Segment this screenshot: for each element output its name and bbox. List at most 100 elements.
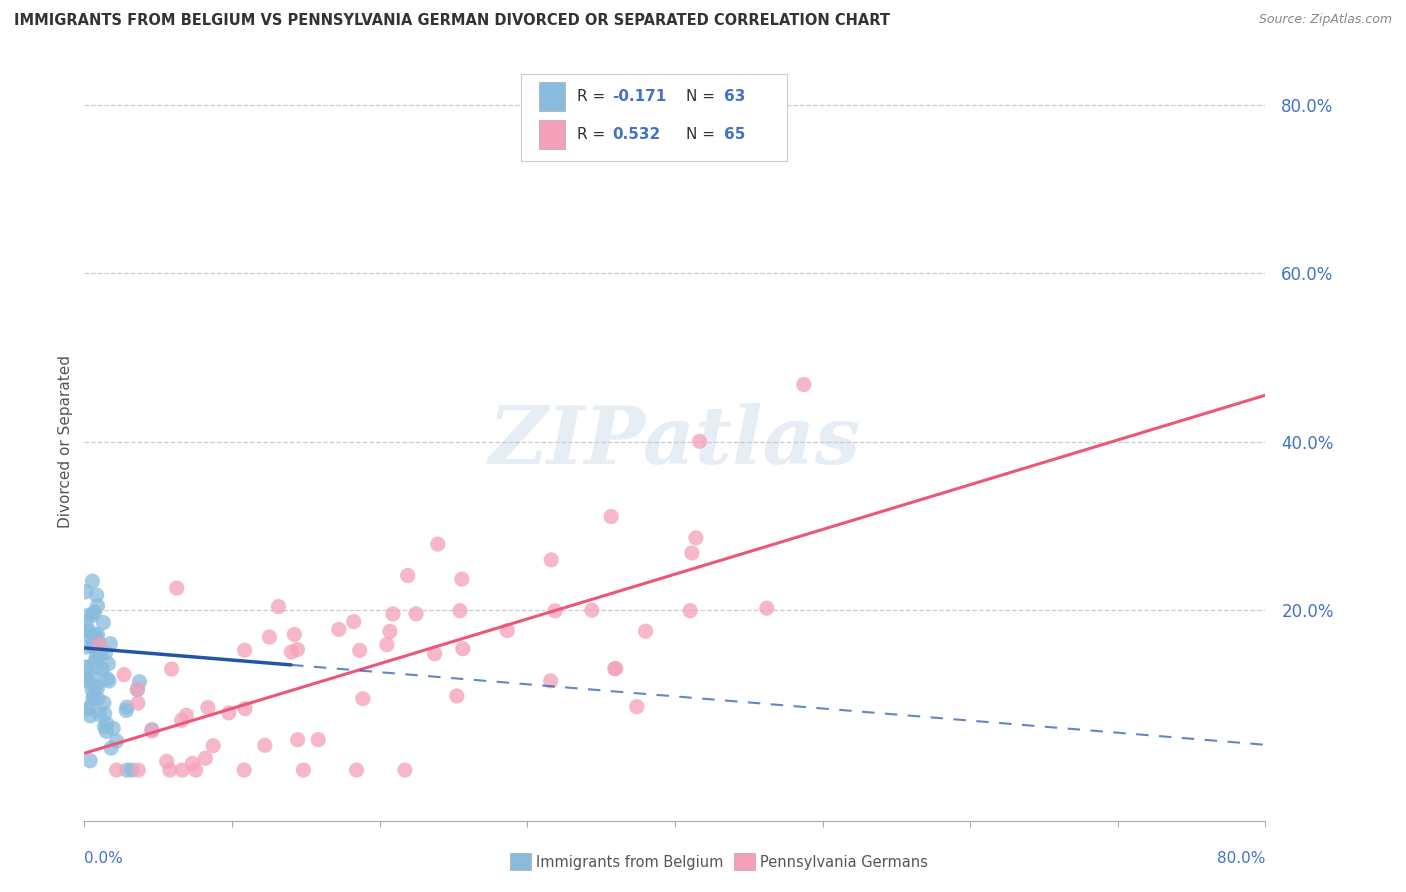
Point <box>75 640 97 654</box>
Point <box>349 643 371 657</box>
Point <box>181 756 204 771</box>
Point <box>115 704 138 718</box>
Point <box>76 624 98 638</box>
Point <box>96 724 118 739</box>
Point <box>544 604 567 618</box>
Text: Immigrants from Belgium: Immigrants from Belgium <box>536 855 723 870</box>
Point <box>79 700 101 714</box>
Point <box>127 763 149 777</box>
Point <box>84 679 107 693</box>
Point <box>394 763 416 777</box>
Point <box>396 568 419 582</box>
Point <box>79 754 101 768</box>
Point <box>97 673 120 688</box>
Point <box>105 763 128 777</box>
Point <box>679 604 702 618</box>
Point <box>96 717 118 731</box>
Point <box>343 615 366 629</box>
Point <box>77 702 100 716</box>
Point <box>83 689 105 703</box>
Text: IMMIGRANTS FROM BELGIUM VS PENNSYLVANIA GERMAN DIVORCED OR SEPARATED CORRELATION: IMMIGRANTS FROM BELGIUM VS PENNSYLVANIA … <box>14 13 890 29</box>
Point <box>634 624 657 639</box>
Point <box>287 732 309 747</box>
Point <box>75 660 97 674</box>
Point <box>75 671 97 685</box>
Point <box>79 709 101 723</box>
Text: Source: ZipAtlas.com: Source: ZipAtlas.com <box>1258 13 1392 27</box>
Point <box>127 682 149 697</box>
Point <box>626 699 648 714</box>
Point <box>105 734 128 748</box>
Point <box>91 662 114 676</box>
Text: -0.171: -0.171 <box>612 89 666 104</box>
Point <box>292 763 315 777</box>
Point <box>82 639 104 653</box>
Point <box>75 584 97 599</box>
Point <box>127 696 149 710</box>
Point <box>600 509 623 524</box>
Point <box>194 751 217 765</box>
FancyBboxPatch shape <box>538 120 565 149</box>
Point <box>280 645 302 659</box>
Point <box>172 763 194 777</box>
Point <box>233 763 256 777</box>
Point <box>141 723 163 738</box>
Point <box>89 638 111 652</box>
Point <box>426 537 449 551</box>
Text: ZIPatlas: ZIPatlas <box>489 403 860 480</box>
Point <box>202 739 225 753</box>
Point <box>605 661 627 675</box>
Point <box>86 627 108 641</box>
Point <box>382 607 405 621</box>
Point <box>197 700 219 714</box>
Point <box>86 588 108 602</box>
Point <box>77 608 100 623</box>
Point <box>253 739 276 753</box>
Point <box>128 674 150 689</box>
Point <box>75 660 97 674</box>
Point <box>170 713 193 727</box>
Point <box>233 701 256 715</box>
Point <box>423 647 446 661</box>
Point <box>80 682 103 697</box>
Point <box>90 647 112 661</box>
Point <box>84 639 107 653</box>
Point <box>603 662 626 676</box>
Point <box>103 722 125 736</box>
Point <box>98 637 121 651</box>
Point <box>86 660 108 674</box>
Point <box>83 636 105 650</box>
Text: 0.0%: 0.0% <box>84 851 124 866</box>
Point <box>159 763 181 777</box>
Point <box>496 624 519 638</box>
Point <box>91 615 114 630</box>
Point <box>233 643 256 657</box>
Point <box>755 601 778 615</box>
Point <box>80 630 103 644</box>
Point <box>82 574 104 589</box>
Point <box>218 706 240 720</box>
Text: N =: N = <box>686 89 720 104</box>
Point <box>115 763 138 777</box>
Point <box>267 599 290 614</box>
Point <box>446 689 468 703</box>
Point <box>97 657 120 671</box>
Point <box>82 691 104 706</box>
Point <box>84 628 107 642</box>
Point <box>283 627 305 641</box>
Text: 0.532: 0.532 <box>612 128 661 143</box>
Point <box>328 623 350 637</box>
Point <box>375 638 398 652</box>
FancyBboxPatch shape <box>509 854 531 870</box>
Text: N =: N = <box>686 128 720 143</box>
Point <box>259 630 281 644</box>
Text: 80.0%: 80.0% <box>1218 851 1265 866</box>
Point <box>160 662 183 676</box>
Point <box>689 434 711 449</box>
Point <box>287 642 309 657</box>
Point <box>184 763 207 777</box>
Point <box>84 631 107 645</box>
Point <box>450 572 472 586</box>
Point <box>405 607 427 621</box>
Point <box>100 741 122 756</box>
